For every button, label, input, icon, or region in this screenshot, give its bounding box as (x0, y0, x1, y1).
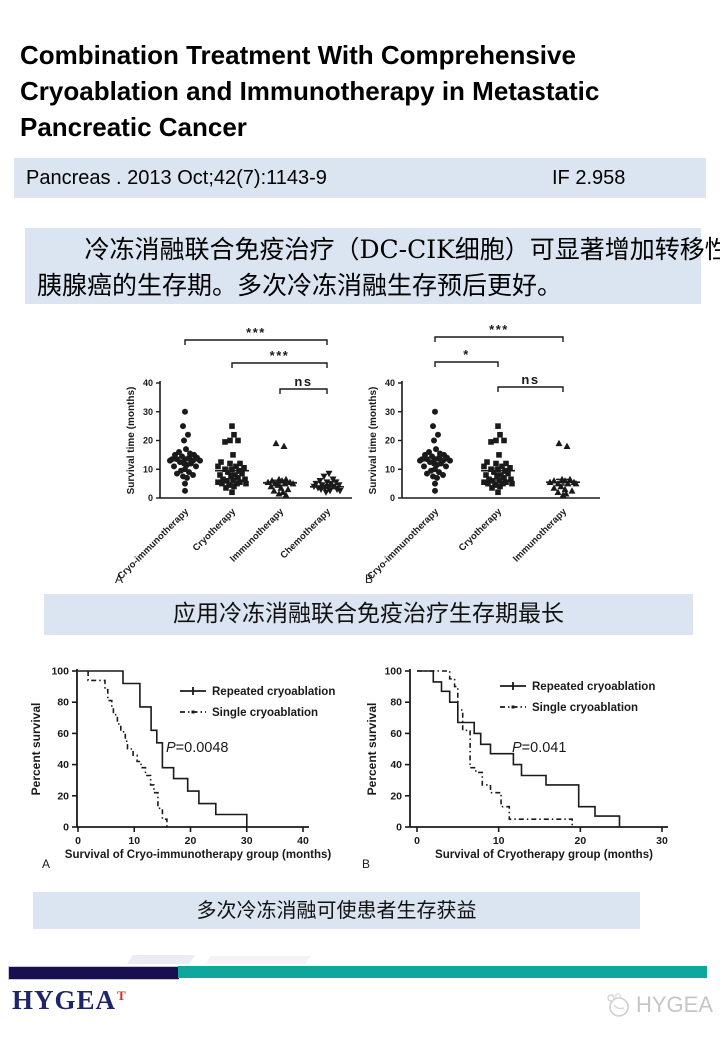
watermark-text: HYGEA (636, 992, 714, 1017)
km-curve-panel-a: 0 20 40 60 80 100 0 10 20 30 40 Percent survival Sur… (29, 666, 335, 872)
summary-box: 冷冻消融联合免疫治疗（DC-CIK细胞）可显著增加转移性 胰腺癌的生存期。多次冷… (25, 228, 720, 304)
svg-text:Percent survival: Percent survival (29, 703, 43, 796)
svg-text:B: B (365, 572, 373, 586)
svg-text:P=0.0048: P=0.0048 (166, 740, 229, 756)
svg-text:40: 40 (297, 835, 309, 847)
summary-line-2: 胰腺癌的生存期。多次冷冻消融生存预后更好。 (37, 271, 563, 300)
km-caption: 多次冷冻消融可使患者生存获益 (33, 892, 640, 929)
svg-text:40: 40 (57, 759, 69, 771)
svg-text:0: 0 (63, 822, 69, 834)
svg-text:0: 0 (414, 835, 420, 847)
svg-text:80: 80 (390, 697, 402, 709)
svg-text:B: B (362, 857, 370, 871)
svg-text:***: *** (270, 348, 290, 363)
svg-text:100: 100 (384, 666, 402, 678)
svg-text:Survival time (months): Survival time (months) (126, 387, 137, 495)
footer-bar-navy (8, 966, 179, 980)
watermark: HYGEA (604, 991, 713, 1019)
citation-bar: Pancreas . 2013 Oct;42(7):1143-9 IF 2.95… (14, 158, 706, 198)
svg-text:Single cryoablation: Single cryoablation (212, 707, 318, 719)
footer-decoration (127, 955, 195, 964)
svg-text:0: 0 (75, 835, 81, 847)
svg-text:ns: ns (294, 374, 312, 389)
svg-text:Repeated cryoablation: Repeated cryoablation (532, 681, 655, 693)
svg-text:40: 40 (390, 759, 402, 771)
hygea-logo-text: HYGEA (12, 985, 117, 1015)
svg-text:30: 30 (241, 835, 253, 847)
svg-text:A: A (115, 572, 123, 586)
scatter-chart-panel-a: 0 10 20 30 40 Survival time (months) Cryo-immu… (115, 325, 352, 586)
footer-bar-teal (178, 966, 707, 978)
watermark-logo-icon (607, 993, 629, 1017)
svg-text:30: 30 (143, 407, 153, 417)
svg-text:30: 30 (656, 835, 668, 847)
svg-text:0: 0 (396, 822, 402, 834)
svg-text:Repeated cryoablation: Repeated cryoablation (212, 686, 335, 698)
svg-text:40: 40 (143, 378, 153, 388)
scatter-caption: 应用冷冻消融联合免疫治疗生存期最长 (44, 594, 693, 635)
svg-text:Single cryoablation: Single cryoablation (532, 702, 638, 714)
svg-text:P=0.041: P=0.041 (512, 740, 566, 756)
svg-text:Chemotherapy: Chemotherapy (278, 506, 333, 561)
svg-text:20: 20 (57, 790, 69, 802)
svg-text:100: 100 (51, 666, 69, 678)
svg-text:10: 10 (143, 464, 153, 474)
svg-text:40: 40 (385, 378, 395, 388)
svg-text:80: 80 (57, 697, 69, 709)
scatter-chart-panel-b: 0 10 20 30 40 Survival time (months) Cryo-immu… (365, 322, 600, 586)
svg-text:Cryo-immunotherapy: Cryo-immunotherapy (115, 506, 191, 582)
svg-text:Cryotherapy: Cryotherapy (457, 506, 505, 554)
svg-text:Survival of Cryo-immunotherapy: Survival of Cryo-immunotherapy group (mo… (65, 849, 332, 861)
svg-text:20: 20 (385, 436, 395, 446)
svg-text:30: 30 (385, 407, 395, 417)
hygea-logo-mark: T (117, 988, 127, 1003)
svg-text:*: * (463, 347, 470, 362)
svg-text:Immunotherapy: Immunotherapy (511, 506, 570, 565)
svg-text:60: 60 (57, 728, 69, 740)
svg-text:Cryotherapy: Cryotherapy (191, 506, 239, 554)
svg-text:Percent survival: Percent survival (365, 703, 379, 796)
svg-text:60: 60 (390, 728, 402, 740)
summary-line-1: 冷冻消融联合免疫治疗（DC-CIK细胞）可显著增加转移性 (84, 235, 720, 264)
page-title: Combination Treatment With Comprehensive… (20, 40, 600, 143)
svg-text:A: A (42, 857, 50, 871)
svg-text:20: 20 (390, 790, 402, 802)
svg-text:20: 20 (185, 835, 197, 847)
svg-text:10: 10 (385, 464, 395, 474)
svg-text:20: 20 (574, 835, 586, 847)
svg-text:***: *** (246, 325, 266, 340)
impact-factor: IF 2.958 (552, 167, 626, 189)
svg-text:ns: ns (521, 372, 539, 387)
citation-text: Pancreas . 2013 Oct;42(7):1143-9 (26, 167, 327, 189)
svg-text:***: *** (489, 322, 509, 337)
svg-text:0: 0 (390, 493, 395, 503)
km-curve-panel-b: 0 20 40 60 80 100 0 10 20 30 Percent survival Survi… (362, 666, 668, 871)
svg-text:10: 10 (128, 835, 140, 847)
svg-text:0: 0 (148, 493, 153, 503)
footer-decoration (205, 956, 311, 964)
svg-text:20: 20 (143, 436, 153, 446)
svg-text:Survival time (months): Survival time (months) (368, 387, 379, 495)
svg-text:Survival of Cryotherapy group: Survival of Cryotherapy group (months) (435, 849, 653, 861)
hygea-logo: HYGEAT (12, 985, 127, 1016)
svg-text:10: 10 (493, 835, 505, 847)
svg-text:Cryo-immunotherapy: Cryo-immunotherapy (365, 506, 441, 582)
